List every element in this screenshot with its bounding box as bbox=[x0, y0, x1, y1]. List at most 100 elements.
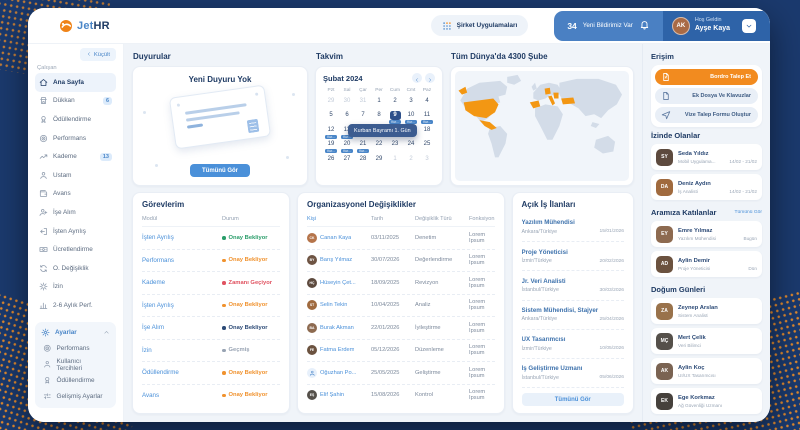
new-joiners-view-all-link[interactable]: Tümünü Gör bbox=[734, 210, 762, 215]
sidebar-item-ayarlar[interactable]: Ayarlar bbox=[39, 325, 112, 341]
org-person-name[interactable]: Burak Akman bbox=[320, 324, 354, 331]
job-title[interactable]: Yazılım Mühendisi bbox=[521, 219, 575, 227]
calendar-day[interactable]: 25 bbox=[423, 141, 431, 147]
org-person[interactable]: FE Fatma Erdem bbox=[307, 345, 371, 356]
task-module-link[interactable]: İşe Alım bbox=[142, 324, 165, 332]
calendar-day[interactable]: 7 bbox=[361, 112, 365, 118]
org-person-name[interactable]: Oğuzhan Po... bbox=[320, 369, 357, 376]
org-person[interactable]: CK Canan Kaya bbox=[307, 232, 371, 243]
calendar-day[interactable]: 5 bbox=[329, 112, 333, 118]
job-listing[interactable]: Jr. Veri Analisti İstanbul/Türkiye 30/03/2… bbox=[521, 271, 624, 301]
jobs-view-all-button[interactable]: Tümünü Gör bbox=[521, 393, 624, 406]
sidebar-item-ana-sayfa[interactable]: Ana Sayfa bbox=[35, 73, 116, 92]
calendar-day-selected[interactable]: 9 Kur... bbox=[387, 110, 403, 126]
sidebar-item-avans[interactable]: Avans bbox=[35, 185, 116, 204]
calendar-day[interactable]: 1 bbox=[377, 97, 381, 104]
settings-item-geli-mi-ayarlar[interactable]: Gelişmiş Ayarlar bbox=[39, 389, 112, 405]
org-person-name[interactable]: Selin Tekin bbox=[320, 302, 348, 309]
person-card[interactable]: EK Ege Korkmaz Ağ Güvenliği Uzmanı bbox=[651, 388, 762, 414]
bordro-talep-et-button[interactable]: Bordro Talep Et bbox=[655, 69, 758, 85]
org-person[interactable]: BA Burak Akman bbox=[307, 322, 371, 333]
calendar-day[interactable]: 2 bbox=[409, 155, 413, 162]
calendar-day[interactable]: 27 bbox=[343, 155, 351, 162]
job-title[interactable]: Sistem Mühendisi, Stajyer bbox=[521, 306, 599, 314]
job-listing[interactable]: Sistem Mühendisi, Stajyer Ankara/Türkiye 2… bbox=[521, 301, 624, 330]
person-card[interactable]: SY Seda Yıldız Mobil Uygulama... 14/02 - 21… bbox=[651, 144, 762, 170]
calendar-day[interactable]: 13 Kur... bbox=[339, 125, 355, 140]
task-module-link[interactable]: İşten Ayrılış bbox=[142, 234, 174, 242]
sidebar-item-cretlendirme[interactable]: Ücretlendirme bbox=[35, 240, 116, 259]
job-listing[interactable]: İş Geliştirme Uzmanı İstanbul/Türkiye 05/0… bbox=[521, 359, 624, 389]
task-module-link[interactable]: Performans bbox=[142, 256, 174, 264]
task-module-link[interactable]: İzin bbox=[142, 346, 152, 354]
org-person-name[interactable]: Barış Yılmaz bbox=[320, 257, 353, 264]
job-title[interactable]: UX Tasarımcısı bbox=[521, 336, 566, 344]
job-listing[interactable]: UX Tasarımcısı İzmir/Türkiye 10/05/2026 bbox=[521, 330, 624, 359]
announcements-view-all-button[interactable]: Tümünü Gör bbox=[190, 164, 250, 177]
org-person-name[interactable]: Fatma Erdem bbox=[320, 347, 355, 354]
person-card[interactable]: EY Emre Yılmaz Yazılım Mühendisi Bugün bbox=[651, 221, 762, 247]
calendar-day[interactable]: 29 bbox=[327, 97, 335, 104]
calendar-day[interactable]: 3 bbox=[409, 97, 413, 104]
task-module-link[interactable]: Avans bbox=[142, 391, 160, 399]
sidebar-item-i-zin[interactable]: İzin bbox=[35, 278, 116, 297]
person-card[interactable]: DA Deniz Aydın İş Analisti 14/02 - 21/02 bbox=[651, 174, 762, 200]
sidebar-item-d-llendirme[interactable]: Ödüllendirme bbox=[35, 110, 116, 129]
calendar-day[interactable]: 4 bbox=[425, 97, 429, 104]
org-person-name[interactable]: Hüseyin Çet... bbox=[320, 279, 356, 286]
org-person[interactable]: EŞ Elif Şahin bbox=[307, 390, 371, 401]
org-person[interactable]: HÇ Hüseyin Çet... bbox=[307, 277, 371, 288]
vize-talep-formu-olu-tur-button[interactable]: Vize Talep Formu Oluştur bbox=[655, 107, 758, 123]
calendar-day[interactable]: 29 bbox=[375, 155, 383, 162]
calendar-day[interactable]: 18 bbox=[423, 126, 431, 133]
calendar-day[interactable]: 22 bbox=[375, 141, 383, 147]
sidebar-item-2-6-ayl-k-perf[interactable]: 2-6 Aylık Perf. bbox=[35, 296, 116, 315]
job-title[interactable]: Jr. Veri Analisti bbox=[521, 277, 566, 285]
job-title[interactable]: Proje Yöneticisi bbox=[521, 248, 568, 256]
person-card[interactable]: AK Aylin Koç UI/UX Tasarımcısı bbox=[651, 358, 762, 384]
profile-menu[interactable]: AK Hoş Geldin Ayşe Kaya bbox=[662, 10, 770, 41]
settings-item-kullan-c-tercihleri[interactable]: Kullanıcı Tercihleri bbox=[39, 357, 112, 373]
job-title[interactable]: İş Geliştirme Uzmanı bbox=[521, 365, 583, 373]
calendar-day[interactable]: 20 Kur... bbox=[339, 140, 355, 155]
sidebar-item-o-de-i-iklik[interactable]: O. Değişiklik bbox=[35, 259, 116, 278]
calendar-day[interactable]: 10 Kur... bbox=[403, 111, 419, 126]
org-person[interactable]: BY Barış Yılmaz bbox=[307, 255, 371, 266]
calendar-day[interactable]: 31 bbox=[359, 97, 367, 104]
org-person-name[interactable]: Elif Şahin bbox=[320, 392, 345, 399]
calendar-day[interactable]: 12 Kur... bbox=[323, 125, 339, 140]
calendar-day[interactable]: 2 bbox=[393, 97, 397, 104]
org-person[interactable]: Oğuzhan Po... bbox=[307, 367, 371, 378]
notifications-button[interactable]: 34 Yeni Bildirimiz Var bbox=[554, 10, 663, 41]
calendar-day[interactable]: 3 bbox=[425, 155, 429, 162]
calendar-day[interactable]: 24 bbox=[407, 141, 415, 147]
person-card[interactable]: ZA Zeynep Arslan Sistem Analisti bbox=[651, 298, 762, 324]
job-listing[interactable]: Proje Yöneticisi İzmir/Türkiye 20/02/2026 bbox=[521, 242, 624, 272]
calendar-day[interactable]: 28 bbox=[359, 155, 367, 162]
settings-item-performans[interactable]: Performans bbox=[39, 341, 112, 357]
collapse-sidebar-button[interactable]: Küçült bbox=[79, 48, 116, 61]
job-listing[interactable]: Yazılım Mühendisi Ankara/Türkiye 15/01/202… bbox=[521, 213, 624, 243]
org-person-name[interactable]: Canan Kaya bbox=[320, 234, 352, 241]
calendar-day[interactable]: 6 bbox=[345, 112, 349, 118]
sidebar-item-ustam[interactable]: Ustam bbox=[35, 166, 116, 185]
app-logo[interactable]: JetHR bbox=[28, 18, 110, 34]
task-module-link[interactable]: Kademe bbox=[142, 279, 166, 287]
person-card[interactable]: MÇ Mert Çelik Veri Bilimci bbox=[651, 328, 762, 354]
task-module-link[interactable]: Ödüllendirme bbox=[142, 369, 179, 377]
sidebar-item-i-e-al-m[interactable]: İşe Alım bbox=[35, 203, 116, 222]
company-apps-button[interactable]: Şirket Uygulamaları bbox=[430, 15, 529, 36]
sidebar-item-d-kkan[interactable]: Dükkan 6 bbox=[35, 92, 116, 111]
calendar-next-button[interactable] bbox=[425, 73, 435, 83]
calendar-prev-button[interactable] bbox=[412, 73, 422, 83]
calendar-day[interactable]: 30 bbox=[343, 97, 351, 104]
sidebar-item-kademe[interactable]: Kademe 13 bbox=[35, 147, 116, 166]
calendar-day[interactable]: 19 Kur... bbox=[323, 140, 339, 155]
calendar-day[interactable]: 26 bbox=[327, 155, 335, 162]
calendar-day[interactable]: 11 Kur... bbox=[419, 111, 435, 126]
calendar-day[interactable]: 23 bbox=[391, 141, 399, 147]
calendar-day[interactable]: 1 bbox=[393, 155, 397, 162]
ek-dosya-ve-klavuzlar-button[interactable]: Ek Dosya Ve Klavuzlar bbox=[655, 88, 758, 104]
sidebar-item-performans[interactable]: Performans bbox=[35, 129, 116, 148]
task-module-link[interactable]: İşten Ayrılış bbox=[142, 301, 174, 309]
